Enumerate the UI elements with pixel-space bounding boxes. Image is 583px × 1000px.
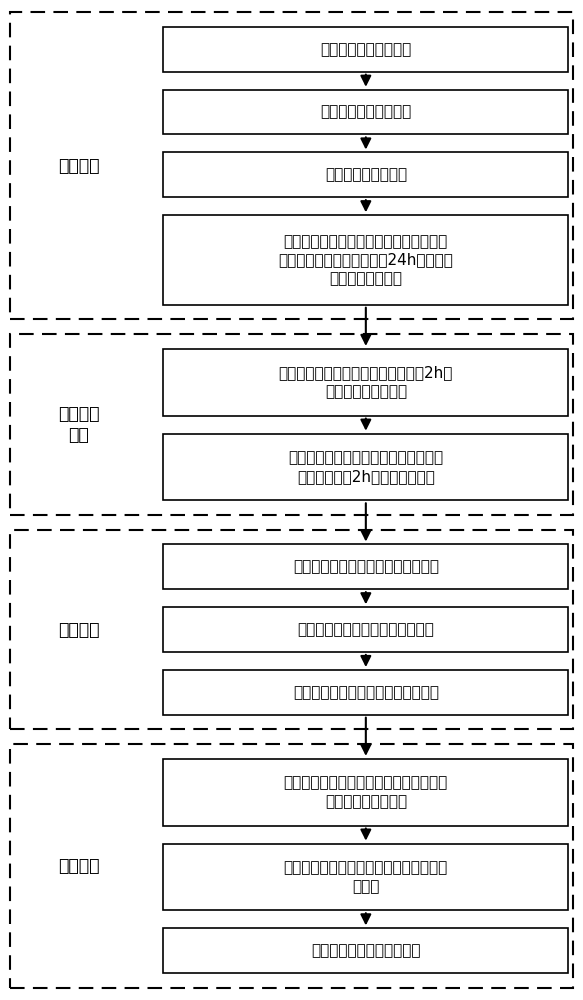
- Text: 日前市场: 日前市场: [58, 157, 100, 175]
- FancyBboxPatch shape: [163, 844, 568, 910]
- Text: 发布次日调频需求信息: 发布次日调频需求信息: [320, 42, 412, 57]
- FancyBboxPatch shape: [163, 349, 568, 416]
- FancyBboxPatch shape: [10, 744, 573, 988]
- Text: 市场主体申报调频信息: 市场主体申报调频信息: [320, 105, 412, 120]
- FancyBboxPatch shape: [163, 434, 568, 500]
- FancyBboxPatch shape: [163, 670, 568, 715]
- Text: 由调度时段实时调度得到实际调频量: 由调度时段实时调度得到实际调频量: [293, 685, 439, 700]
- Text: 由日前市场出清模型对调频、电能量和备
用进行联合优化，得到未来24h的机组组
合和日前调频计划: 由日前市场出清模型对调频、电能量和备 用进行联合优化，得到未来24h的机组组 合…: [279, 234, 453, 286]
- Text: 由实时市场出清模型对调频进行出清: 由实时市场出清模型对调频进行出清: [293, 559, 439, 574]
- Text: 得到实时调频计划和边际调频价格: 得到实时调频计划和边际调频价格: [297, 622, 434, 637]
- FancyBboxPatch shape: [163, 759, 568, 826]
- FancyBboxPatch shape: [10, 334, 573, 515]
- FancyBboxPatch shape: [163, 90, 568, 134]
- Text: 由发电侧和用户侧按一定比例共同分摊调
频费用: 由发电侧和用户侧按一定比例共同分摊调 频费用: [284, 860, 448, 894]
- FancyBboxPatch shape: [10, 12, 573, 319]
- FancyBboxPatch shape: [163, 152, 568, 197]
- Text: 发布上一日的调频收益结果: 发布上一日的调频收益结果: [311, 943, 420, 958]
- FancyBboxPatch shape: [163, 607, 568, 652]
- FancyBboxPatch shape: [10, 530, 573, 729]
- FancyBboxPatch shape: [163, 215, 568, 305]
- FancyBboxPatch shape: [163, 544, 568, 589]
- Text: 市场主体根据日内更新信息申报未来2h各
滚动调度时段的信息: 市场主体根据日内更新信息申报未来2h各 滚动调度时段的信息: [279, 365, 453, 399]
- FancyBboxPatch shape: [163, 27, 568, 72]
- Text: 实时市场: 实时市场: [58, 621, 100, 639]
- Text: 对调频报价进行调整: 对调频报价进行调整: [325, 167, 407, 182]
- FancyBboxPatch shape: [163, 928, 568, 973]
- Text: 由滚动调频市场出清模型对调频进行出
清，得到未来2h的滚动调频计划: 由滚动调频市场出清模型对调频进行出 清，得到未来2h的滚动调频计划: [288, 450, 444, 484]
- Text: 调频结算: 调频结算: [58, 857, 100, 875]
- Text: 根据实时市场得到的边际调频价格和实际
调频量计算调频费用: 根据实时市场得到的边际调频价格和实际 调频量计算调频费用: [284, 775, 448, 809]
- Text: 滚动调频
市场: 滚动调频 市场: [58, 405, 100, 444]
